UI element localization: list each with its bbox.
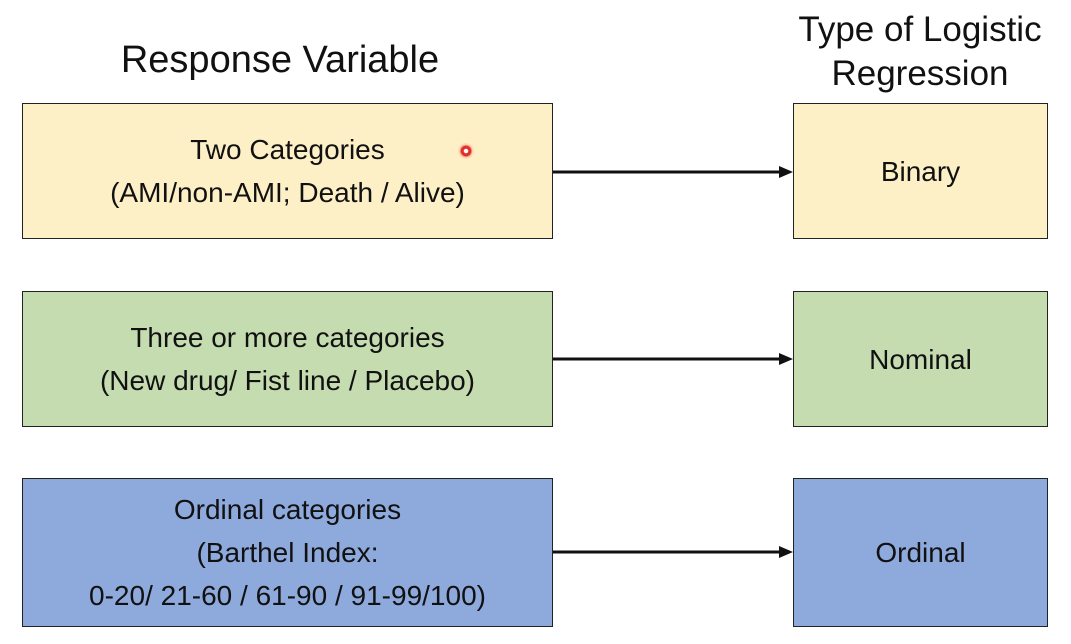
response-variable-heading-text: Response Variable — [120, 39, 440, 81]
regression-type-label: Binary — [880, 155, 961, 187]
logistic-type-heading-line1: Type of Logistic — [798, 10, 1042, 49]
logistic-type-heading-line2: Regression — [831, 54, 1009, 93]
response-box-line: (AMI/non-AMI; Death / Alive) — [110, 177, 465, 208]
response-box-line: Three or more categories — [130, 322, 445, 353]
logistic-type-heading: Type of Logistic Regression — [772, 8, 1068, 96]
arrow-right-icon — [553, 542, 793, 562]
response-box-line: Ordinal categories — [173, 494, 402, 525]
regression-type-label: Ordinal — [875, 537, 966, 568]
response-variable-heading: Response Variable — [22, 38, 538, 82]
response-box-line: (New drug/ Fist line / Placebo) — [99, 365, 476, 396]
response-box-line: Two Categories — [190, 134, 385, 165]
response-box-line: (Barthel Index: — [196, 537, 379, 568]
response-box-two-categories: Two Categories (AMI/non-AMI; Death / Ali… — [22, 103, 553, 239]
pointer-dot-icon — [458, 143, 474, 159]
regression-type-box-ordinal: Ordinal — [793, 478, 1048, 627]
arrow-right-icon — [553, 349, 793, 369]
response-box-ordinal: Ordinal categories (Barthel Index: 0-20/… — [22, 478, 553, 627]
regression-type-box-nominal: Nominal — [793, 291, 1048, 427]
regression-type-label: Nominal — [869, 343, 972, 375]
regression-type-box-binary: Binary — [793, 103, 1048, 239]
response-box-three-or-more: Three or more categories (New drug/ Fist… — [22, 291, 553, 427]
response-box-line: 0-20/ 21-60 / 61-90 / 91-99/100) — [89, 580, 486, 611]
arrow-right-icon — [553, 162, 793, 182]
